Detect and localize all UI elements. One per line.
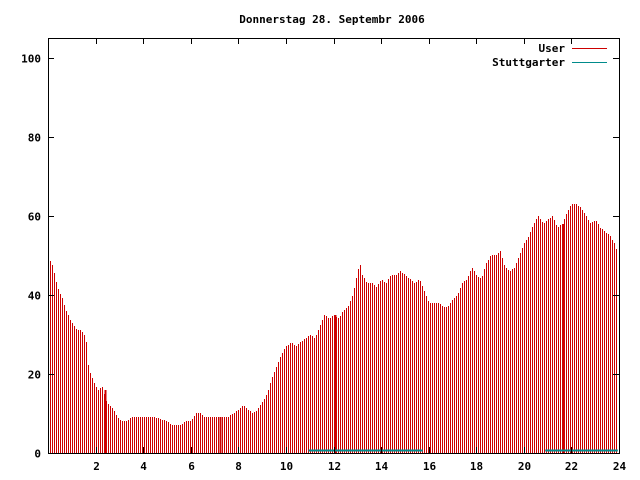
y-tick-label: 100 (21, 53, 41, 66)
y-tick-label: 40 (28, 290, 41, 303)
y-tick-label: 0 (34, 448, 41, 461)
legend: User Stuttgarter (492, 42, 607, 69)
x-tick-label: 10 (280, 460, 293, 473)
y-axis: 0 20 40 60 80 100 (21, 53, 619, 461)
x-axis: 2 4 6 8 10 12 14 16 18 20 22 24 (93, 38, 626, 473)
legend-label-user: User (539, 42, 566, 55)
y-tick-label: 60 (28, 211, 41, 224)
x-tick-label: 8 (235, 460, 242, 473)
x-tick-label: 18 (470, 460, 483, 473)
x-tick-label: 16 (423, 460, 437, 473)
x-tick-label: 4 (140, 460, 147, 473)
chart-title: Donnerstag 28. Septembr 2006 (239, 13, 425, 26)
legend-label-stuttgarter: Stuttgarter (492, 56, 565, 69)
user-series (50, 204, 617, 453)
y-tick-label: 80 (28, 132, 41, 145)
x-tick-label: 2 (93, 460, 100, 473)
x-tick-label: 12 (328, 460, 341, 473)
x-tick-label: 20 (518, 460, 531, 473)
x-tick-label: 14 (375, 460, 389, 473)
y-tick-label: 20 (28, 369, 41, 382)
x-tick-label: 24 (613, 460, 627, 473)
x-tick-label: 22 (565, 460, 578, 473)
x-tick-label: 6 (188, 460, 195, 473)
